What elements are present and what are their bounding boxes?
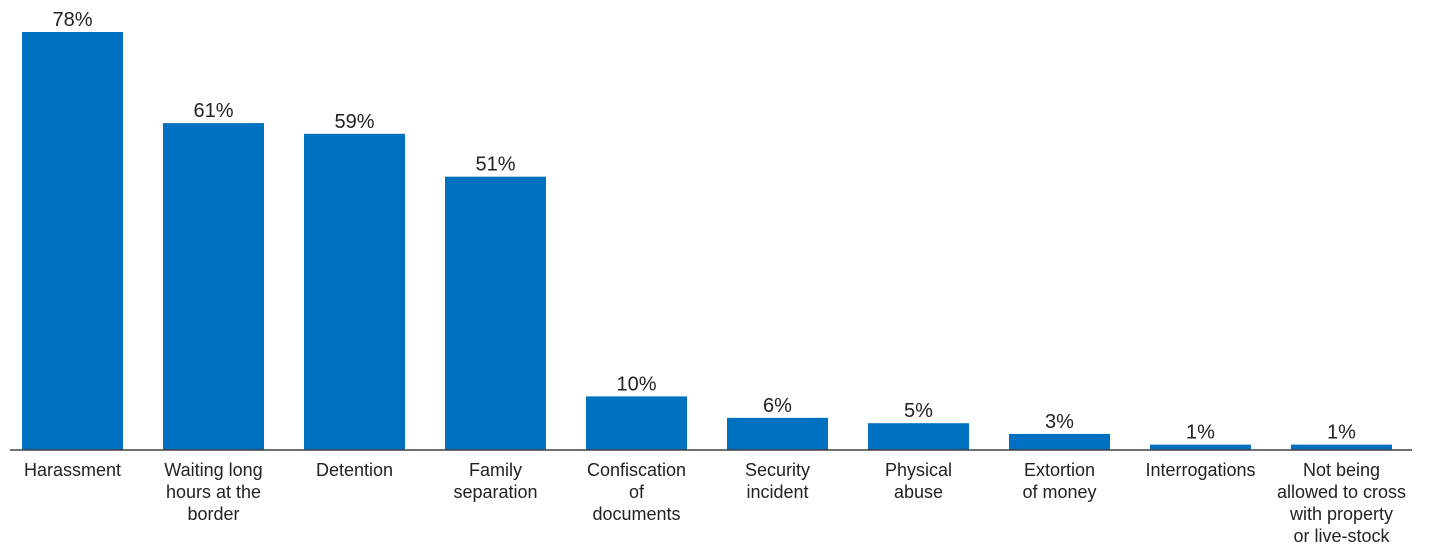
category-label-line: Extortion <box>1024 460 1095 480</box>
category-label-line: allowed to cross <box>1277 482 1406 502</box>
category-label-line: separation <box>453 482 537 502</box>
value-label-6: 6% <box>763 395 792 417</box>
value-label-2: 61% <box>193 100 233 122</box>
category-label-2: Waiting long hours at the border <box>164 460 262 524</box>
category-label-line: of money <box>1022 482 1096 502</box>
bar-8 <box>1009 433 1110 450</box>
value-label-1: 78% <box>52 9 92 31</box>
category-label-9: Interrogations <box>1145 460 1255 480</box>
value-labels-group: 78% 61% 59% 51% 10% 6% 5% 3% 1% 1% <box>52 9 1356 444</box>
category-label-line: Not being <box>1303 460 1380 480</box>
category-label-3: Detention <box>316 460 393 480</box>
category-label-7: Physical abuse <box>885 460 952 502</box>
category-label-10: Not being allowed to cross with property or… <box>1277 460 1406 546</box>
category-label-line: of <box>629 482 645 502</box>
value-label-10: 1% <box>1327 422 1356 444</box>
category-label-line: Physical <box>885 460 952 480</box>
bar-9 <box>1150 444 1251 450</box>
category-label-5: Confiscation of documents <box>587 460 686 524</box>
category-label-line: abuse <box>894 482 943 502</box>
bars-group <box>22 32 1392 451</box>
category-label-line: Harassment <box>24 460 121 480</box>
bar-4 <box>445 176 546 450</box>
category-label-line: or live-stock <box>1293 526 1390 546</box>
category-label-line: Confiscation <box>587 460 686 480</box>
category-label-line: documents <box>592 504 680 524</box>
category-label-line: Security <box>745 460 810 480</box>
category-label-line: Family <box>469 460 522 480</box>
category-label-line: hours at the <box>166 482 261 502</box>
category-label-6: Security incident <box>745 460 810 502</box>
category-label-line: border <box>187 504 239 524</box>
category-label-line: Waiting long <box>164 460 262 480</box>
value-label-4: 51% <box>475 154 515 176</box>
category-label-8: Extortion of money <box>1022 460 1096 502</box>
bar-3 <box>304 133 405 451</box>
category-labels-group: Harassment Waiting long hours at the border… <box>24 460 1406 546</box>
category-label-line: with property <box>1289 504 1393 524</box>
value-label-8: 3% <box>1045 411 1074 433</box>
value-label-7: 5% <box>904 400 933 422</box>
value-label-5: 10% <box>616 373 656 395</box>
category-label-4: Family separation <box>453 460 537 502</box>
category-label-line: Interrogations <box>1145 460 1255 480</box>
value-label-3: 59% <box>334 111 374 133</box>
bar-5 <box>586 396 687 450</box>
bar-10 <box>1291 444 1392 450</box>
value-label-9: 1% <box>1186 422 1215 444</box>
bar-7 <box>868 423 969 450</box>
category-label-line: incident <box>746 482 808 502</box>
category-label-1: Harassment <box>24 460 121 480</box>
bar-2 <box>163 123 264 450</box>
category-label-line: Detention <box>316 460 393 480</box>
bar-6 <box>727 417 828 450</box>
bar-1 <box>22 32 123 450</box>
